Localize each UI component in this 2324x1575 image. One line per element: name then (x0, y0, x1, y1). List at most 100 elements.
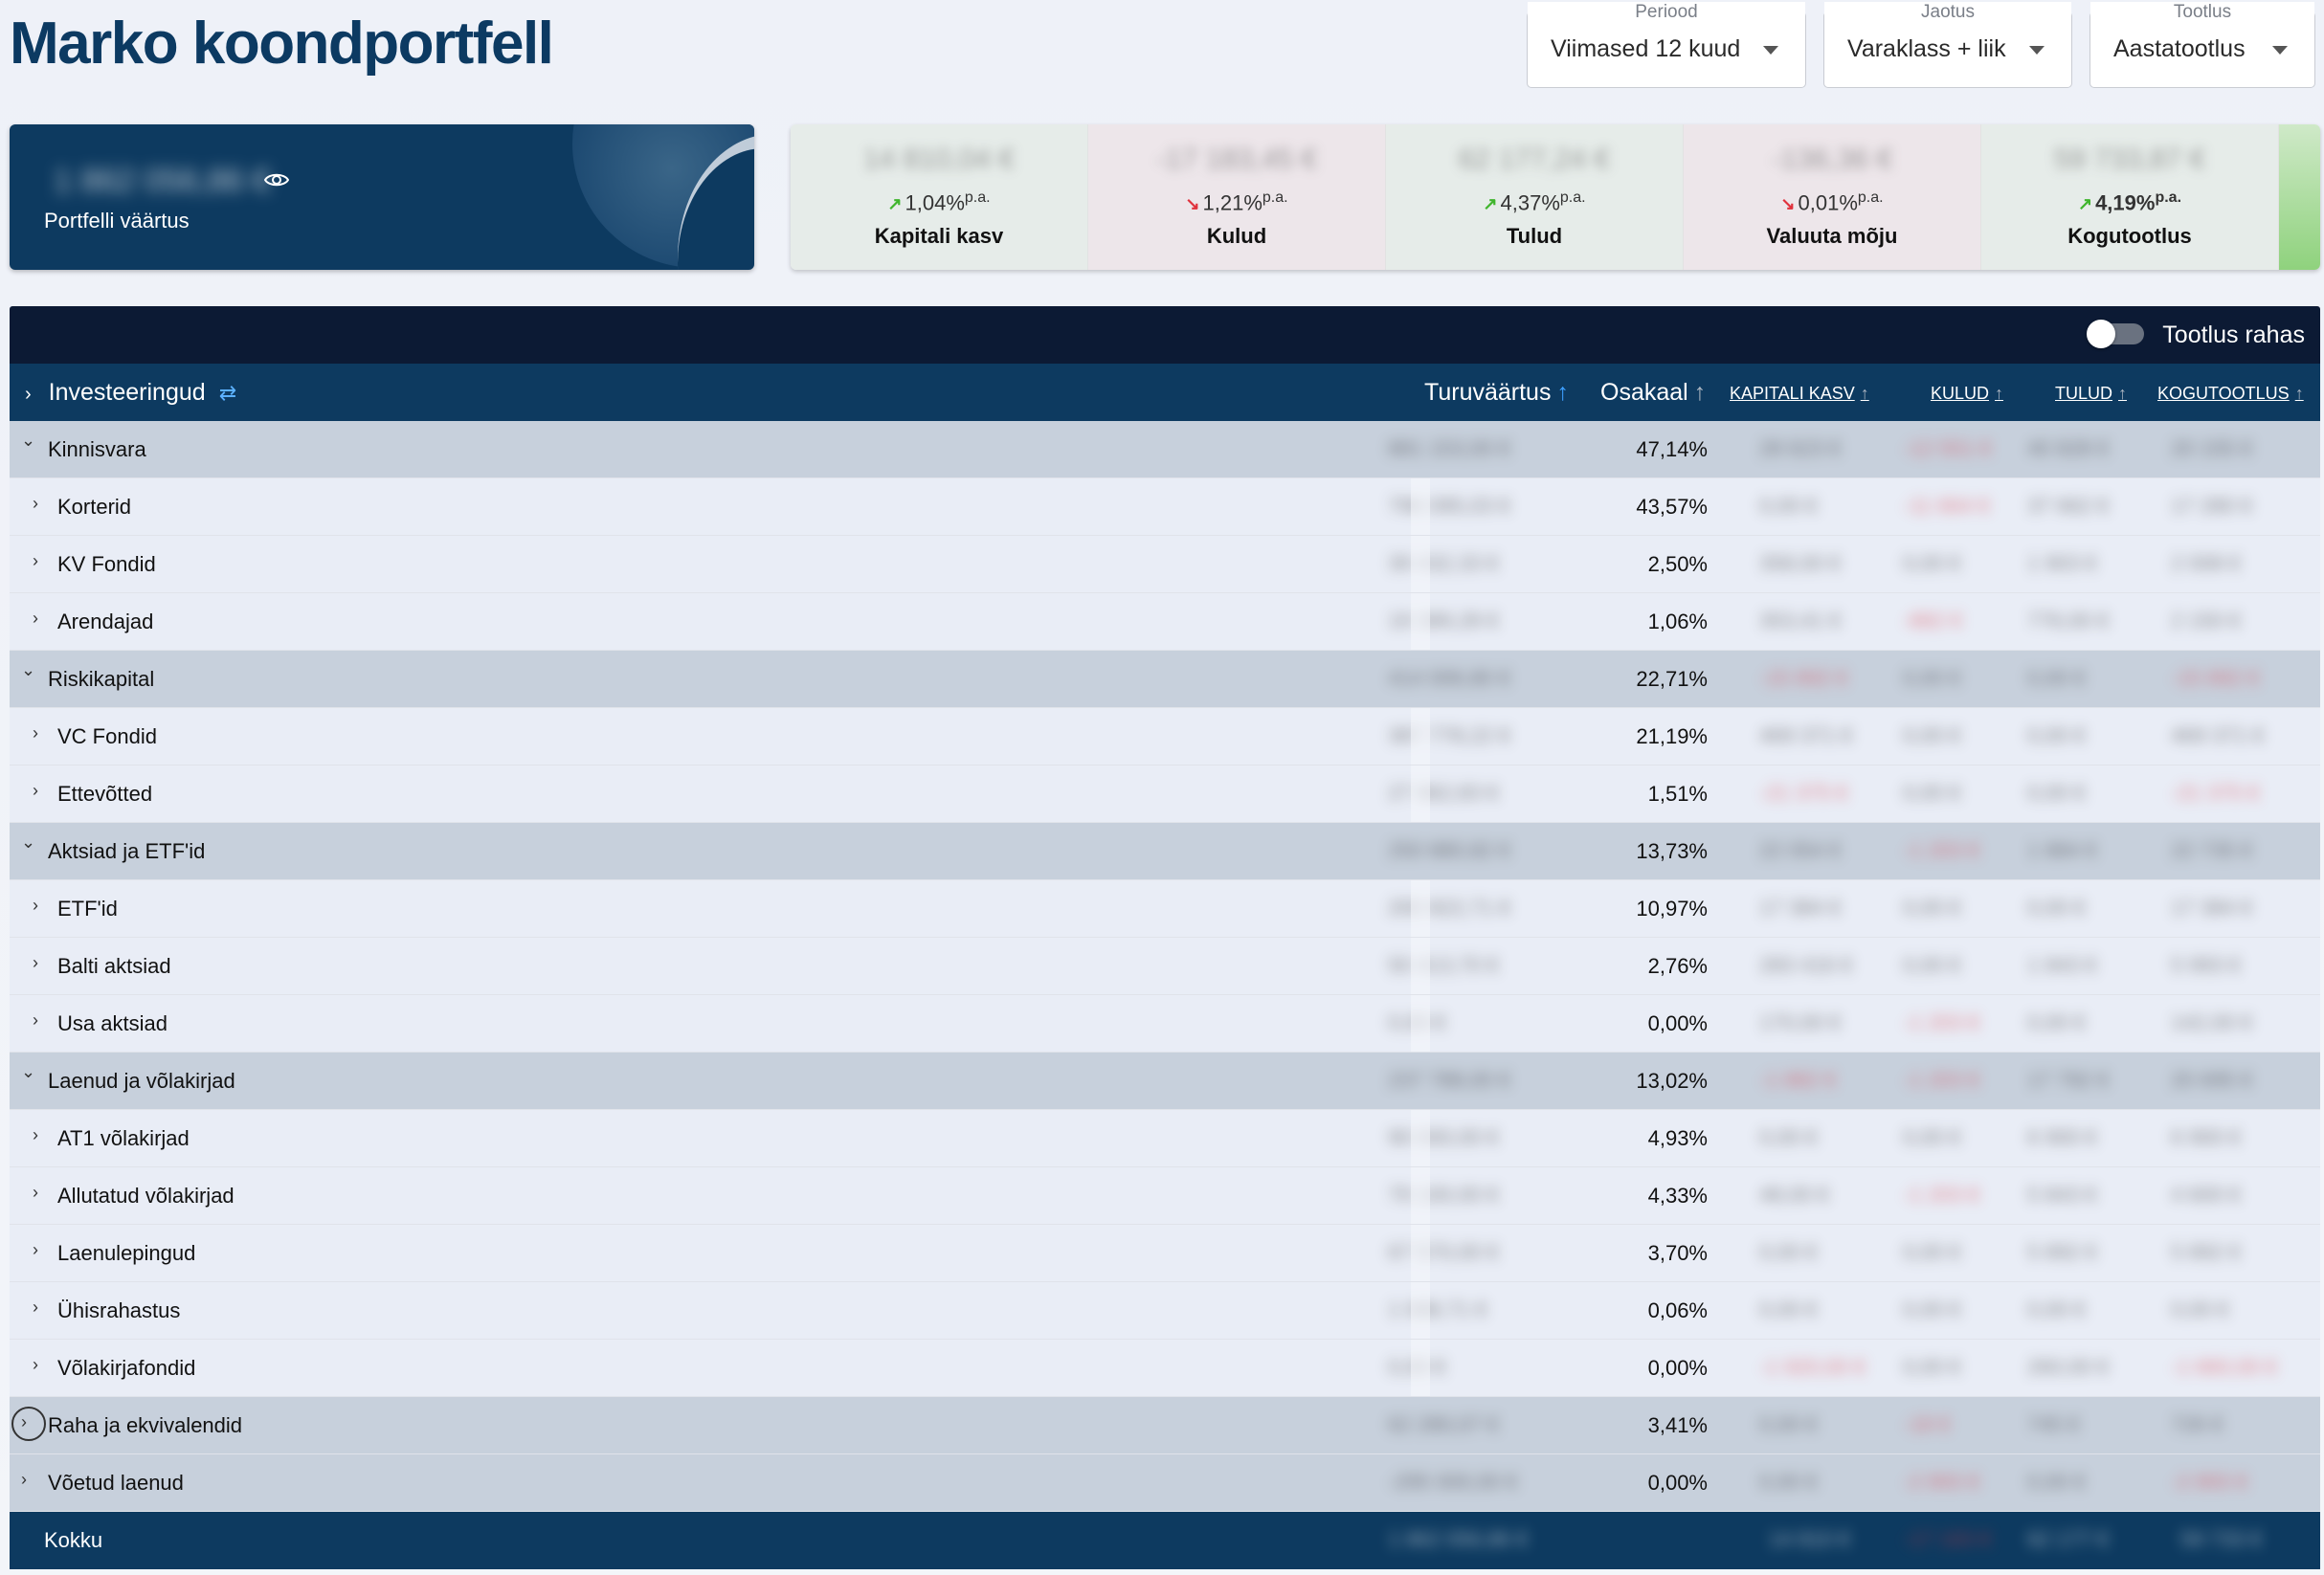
share-value: 0,00% (1647, 1471, 1708, 1495)
breakdown-dropdown-label: Jaotus (1915, 2, 1980, 22)
chevron-right-icon[interactable]: › (33, 1298, 38, 1317)
chevron-right-icon[interactable]: › (33, 781, 38, 800)
share-value: 13,02% (1636, 1069, 1708, 1093)
costs-hidden: 0,00 € (1903, 666, 1962, 690)
table-row[interactable]: › Ettevõtted 27 862,83 € 1,51% -21 375 € 0,00… (10, 765, 2320, 823)
total-capital-growth: 14 810 € (1769, 1527, 1851, 1551)
chevron-right-icon[interactable]: › (33, 1355, 38, 1374)
chevron-down-icon[interactable]: ⌄ (21, 832, 36, 852)
column-income[interactable]: TULUD ↑ (2055, 384, 2127, 404)
row-name: Aktsiad ja ETF'id (48, 839, 206, 863)
table-row[interactable]: › ETF'id 200 822,71 € 10,97% 17 384 € 0,00 € 0… (10, 880, 2320, 938)
accent-strip (2279, 124, 2320, 270)
chevron-right-icon[interactable]: › (33, 896, 38, 915)
period-dropdown[interactable]: Periood Viimased 12 kuud (1527, 2, 1806, 88)
chevron-right-icon[interactable]: › (33, 723, 38, 743)
chevron-right-icon[interactable]: › (33, 1125, 38, 1144)
chevron-down-icon[interactable]: ⌄ (21, 431, 36, 450)
metrics-strip: 14 810,04 € ↗ 1,04%p.a. Kapitali kasv -17 18… (791, 124, 2320, 270)
breakdown-dropdown[interactable]: Jaotus Varaklass + liik (1823, 2, 2072, 88)
eye-icon[interactable] (263, 170, 290, 194)
chevron-right-icon[interactable]: › (33, 551, 38, 570)
chevron-right-icon[interactable]: › (21, 1470, 27, 1489)
column-total-return[interactable]: KOGUTOOTLUS ↑ (2157, 384, 2304, 404)
investments-header[interactable]: › Investeeringud ⇄ (25, 379, 236, 407)
table-row[interactable]: › Arendajad 19 389,28 € 1,06% 353,41 € -882 €… (10, 593, 2320, 651)
chevron-right-icon[interactable]: › (21, 1412, 27, 1431)
share-value: 10,97% (1636, 897, 1708, 921)
metric-percent-value: 1,21% (1202, 190, 1263, 215)
total-return-hidden: 0,00 € (2171, 1298, 2230, 1321)
table-group-row[interactable]: › Võetud laenud -295 000,00 € 0,00% 0,00 € -2… (10, 1454, 2320, 1512)
total-return-hidden: 5 892 € (2171, 1240, 2242, 1264)
income-hidden: 0,00 € (2027, 781, 2087, 805)
capital-growth-hidden: 283 416 € (1759, 953, 1853, 977)
costs-hidden: -12 551 € (1903, 436, 1992, 460)
filter-settings-icon[interactable]: ⇄ (218, 381, 237, 405)
column-share[interactable]: Osakaal ↑ (1600, 379, 1706, 407)
table-row[interactable]: › Võlakirjafondid 0,00 €0,00% -1 920,00 €0,… (10, 1340, 2320, 1397)
table-group-row[interactable]: ⌄ Kinnisvara 881 153,00 € 47,14% 28 623 € -12… (10, 421, 2320, 478)
total-return-hidden: -15 892 € (2171, 666, 2260, 690)
share-value: 0,06% (1647, 1298, 1708, 1322)
chevron-down-icon[interactable]: ⌄ (21, 1062, 36, 1081)
income-hidden: 1 843 € (2027, 953, 2098, 977)
total-row: Kokku 1 862 056,86 € 14 810 € -17 183 € … (10, 1512, 2320, 1569)
trend-up-icon: ↗ (1483, 194, 1498, 214)
metric-unit: p.a. (2155, 189, 2182, 206)
column-market-value[interactable]: Turuväärtus ↑ (1424, 379, 1569, 407)
chevron-right-icon[interactable]: › (33, 1240, 38, 1259)
income-hidden: 0,00 € (2027, 666, 2087, 690)
return-in-money-toggle[interactable] (2087, 320, 2144, 348)
share-value: 1,06% (1647, 610, 1708, 633)
chevron-right-icon[interactable]: › (33, 953, 38, 972)
table-group-row[interactable]: › Raha ja ekvivalendid 62 280,07 € 3,41% 0,0… (10, 1397, 2320, 1454)
costs-hidden: -1 203 € (1903, 838, 1980, 862)
table-group-row[interactable]: ⌄ Riskikapital 414 006,80 € 22,71% -15 892 €… (10, 651, 2320, 708)
portfolio-value-card: 1 862 056,86 € Portfelli väärtus (10, 124, 754, 270)
chevron-right-icon[interactable]: › (33, 1010, 38, 1030)
total-market-value: 1 862 056,86 € (1388, 1527, 1529, 1551)
capital-growth-hidden: 353,41 € (1759, 609, 1842, 632)
metric-percent: ↗ 1,04%p.a. (791, 189, 1087, 215)
total-income: 62 177 € (2027, 1527, 2110, 1551)
market-value-hidden: 67 570,00 € (1388, 1240, 1500, 1264)
table-row[interactable]: › Ühisrahastus 1 088,71 € 0,06% 0,00 € 0,00 €… (10, 1282, 2320, 1340)
chevron-right-icon[interactable]: › (25, 384, 32, 405)
income-hidden: 6 900 € (2027, 1125, 2098, 1149)
column-share-label: Osakaal (1600, 379, 1688, 406)
row-name: Ühisrahastus (57, 1298, 181, 1322)
table-row[interactable]: › Usa aktsiad 0,00 €0,00% 170,00 € -1 203 €0… (10, 995, 2320, 1053)
column-capital-growth[interactable]: KAPITALI KASV ↑ (1730, 384, 1869, 404)
total-return-hidden: 6 900 € (2171, 1125, 2242, 1149)
column-costs[interactable]: KULUD ↑ (1931, 384, 2003, 404)
table-row[interactable]: › Balti aktsiad 50 413,70 € 2,76% 283 416 € 0… (10, 938, 2320, 995)
trend-down-icon: ↘ (1185, 194, 1200, 214)
sort-arrow-icon: ↑ (2118, 384, 2128, 403)
income-hidden: 0,00 € (2027, 1298, 2087, 1321)
table-row[interactable]: › Laenulepingud 67 570,00 € 3,70% 0,00 € 0,00… (10, 1225, 2320, 1282)
table-row[interactable]: › Allutatud võlakirjad 79 100,00 € 4,33% 48,… (10, 1167, 2320, 1225)
table-row[interactable]: › Korterid 796 095,03 € 43,57% 0,00 € -11 664… (10, 478, 2320, 536)
capital-growth-hidden: -15 892 € (1759, 666, 1848, 690)
row-name: Võetud laenud (48, 1471, 184, 1495)
table-row[interactable]: › KV Fondid 39 432,33 € 2,50% 358,00 € 0,00 €… (10, 536, 2320, 593)
table-row[interactable]: › AT1 võlakirjad 90 000,00 € 4,93% 0,00 € 0,0… (10, 1110, 2320, 1167)
capital-growth-hidden: 48,00 € (1759, 1183, 1830, 1207)
row-name: KV Fondid (57, 552, 156, 576)
capital-growth-hidden: 28 623 € (1759, 436, 1842, 460)
period-dropdown-value: Viimased 12 kuud (1551, 35, 1741, 62)
income-hidden: 745 € (2027, 1412, 2081, 1436)
chevron-right-icon[interactable]: › (33, 609, 38, 628)
costs-hidden: 0,00 € (1903, 1125, 1962, 1149)
table-header: › Investeeringud ⇄ Turuväärtus ↑ Osakaal ↑ K… (10, 364, 2320, 421)
chevron-down-icon[interactable]: ⌄ (21, 660, 36, 679)
table-group-row[interactable]: ⌄ Laenud ja võlakirjad 237 788,00 € 13,02% -… (10, 1053, 2320, 1110)
chevron-right-icon[interactable]: › (33, 1183, 38, 1202)
metric-percent-value: 4,37% (1500, 190, 1560, 215)
chevron-right-icon[interactable]: › (33, 494, 38, 513)
table-row[interactable]: › VC Fondid 387 778,22 € 21,19% 469 371 € 0,0… (10, 708, 2320, 765)
return-dropdown[interactable]: Tootlus Aastatootlus (2089, 2, 2315, 88)
total-return-hidden: 20 695 € (2171, 1068, 2253, 1092)
table-group-row[interactable]: ⌄ Aktsiad ja ETF'id 250 880,82 € 13,73% 22 0… (10, 823, 2320, 880)
